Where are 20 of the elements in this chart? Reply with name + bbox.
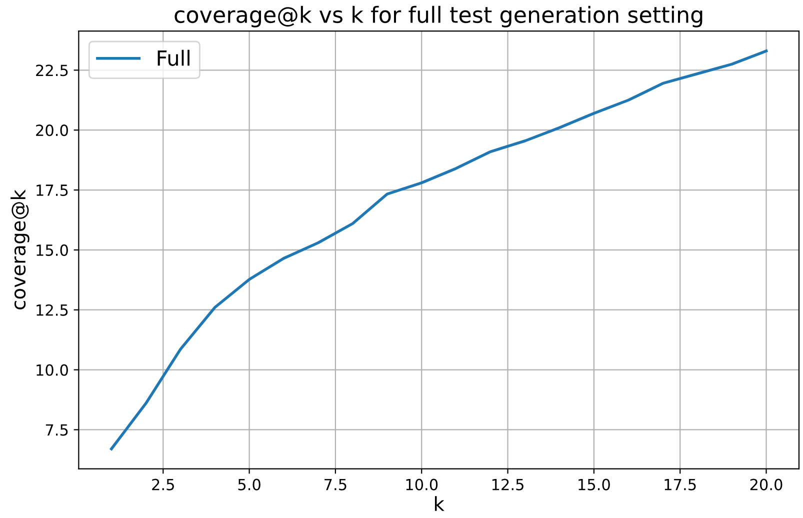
y-tick-label: 15.0 <box>36 244 68 256</box>
x-tick-label: 5.0 <box>238 478 260 490</box>
y-tick-label: 7.5 <box>46 424 68 436</box>
x-tick-label: 7.5 <box>324 478 346 490</box>
y-tick-label: 20.0 <box>36 124 68 136</box>
x-tick-label: 15.0 <box>578 478 610 490</box>
y-tick-label: 22.5 <box>36 64 68 76</box>
y-tick-label: 17.5 <box>36 184 68 196</box>
y-axis-title: coverage@k <box>10 190 30 310</box>
x-tick-label: 20.0 <box>750 478 782 490</box>
line-series <box>110 50 768 450</box>
x-tick-label: 2.5 <box>152 478 174 490</box>
y-tick-label: 12.5 <box>36 304 68 316</box>
x-tick-label: 17.5 <box>664 478 696 490</box>
legend-label: Full <box>158 50 190 66</box>
x-tick-label: 12.5 <box>492 478 524 490</box>
x-tick-label: 10.0 <box>406 478 438 490</box>
y-tick-label: 10.0 <box>36 364 68 376</box>
chart-title: coverage@k vs k for full test generation setting <box>174 6 702 28</box>
x-axis-title: k <box>434 496 444 511</box>
